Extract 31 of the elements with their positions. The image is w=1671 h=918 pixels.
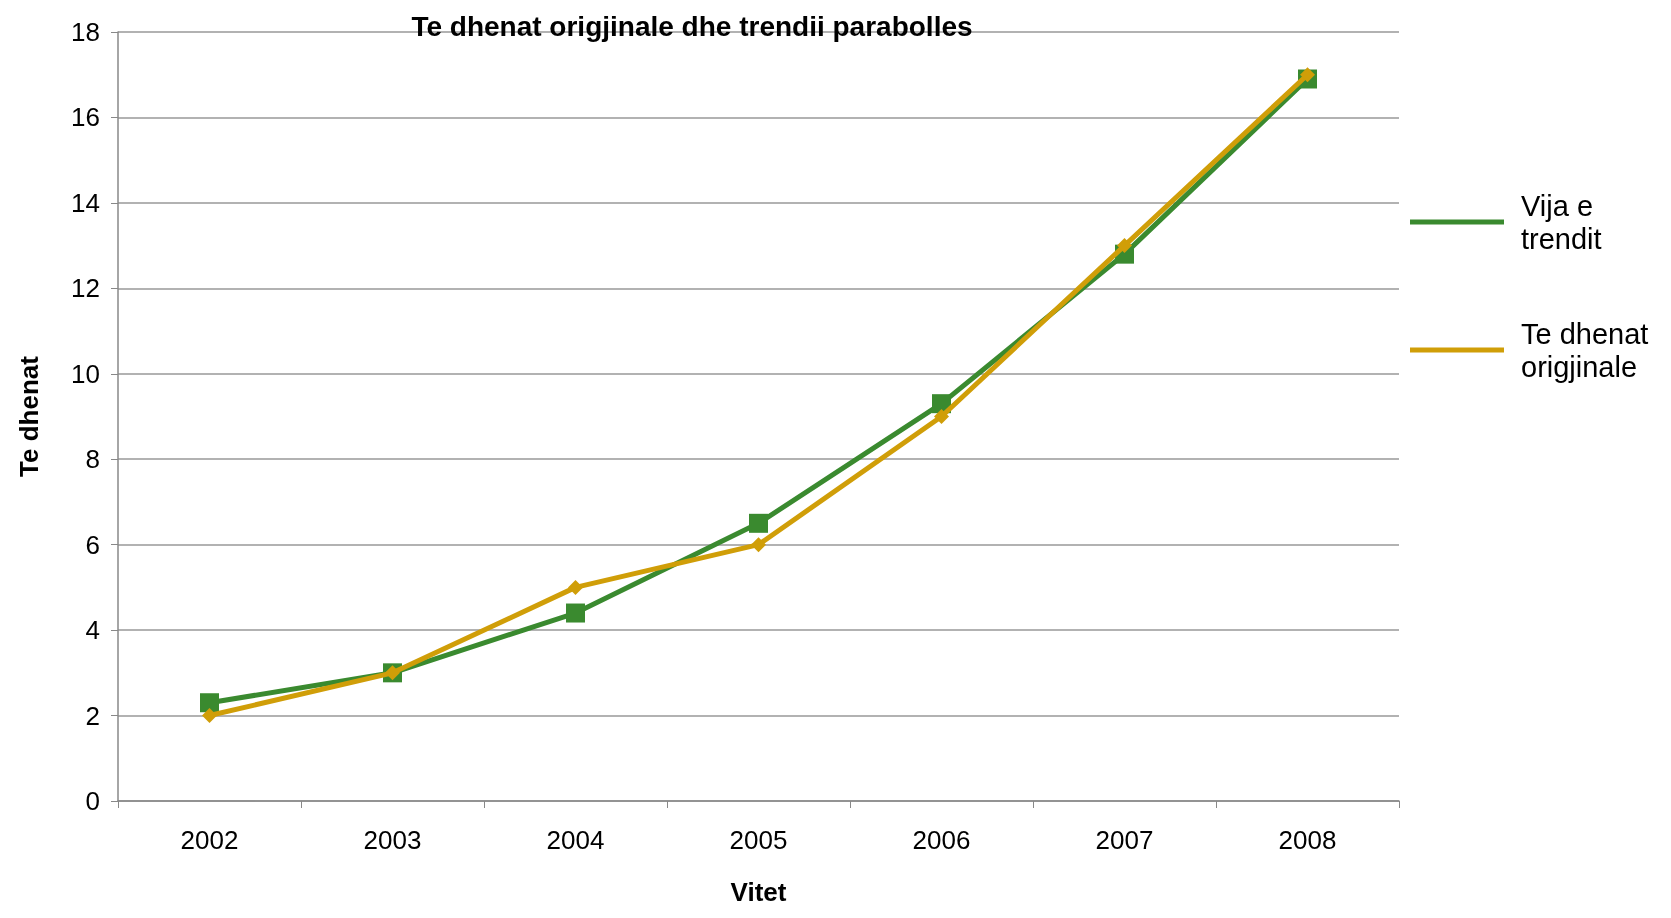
x-axis-title: Vitet xyxy=(730,877,787,907)
x-tick-label: 2002 xyxy=(180,825,239,855)
chart-title: Te dhenat origjinale dhe trendii parabolles xyxy=(411,10,973,42)
x-tick-label: 2005 xyxy=(729,825,788,855)
y-tick-label: 16 xyxy=(71,102,100,133)
y-tick-label: 10 xyxy=(71,358,100,389)
y-tick-label: 6 xyxy=(85,529,100,560)
point xyxy=(751,537,766,553)
point xyxy=(934,409,949,424)
legend-label: Vija e trendit xyxy=(1521,189,1602,255)
point xyxy=(1117,238,1132,254)
y-tick-label: 0 xyxy=(85,786,100,816)
point xyxy=(566,603,585,623)
point xyxy=(749,513,768,533)
x-tick-label: 2003 xyxy=(363,825,422,855)
legend-label: Te dhenat origjinale xyxy=(1521,317,1657,383)
x-tick-label: 2006 xyxy=(912,825,971,855)
point xyxy=(202,708,217,724)
x-tick-label: 2004 xyxy=(546,825,605,855)
y-tick-label: 18 xyxy=(71,17,100,47)
x-tick-label: 2008 xyxy=(1278,825,1337,855)
point xyxy=(1300,67,1315,83)
point xyxy=(200,693,219,713)
x-tick-label: 2007 xyxy=(1095,825,1154,855)
y-axis-title: Te dhenat xyxy=(14,355,44,477)
y-tick-label: 14 xyxy=(71,187,100,218)
y-tick-label: 8 xyxy=(85,444,100,475)
y-tick-label: 12 xyxy=(71,273,100,304)
y-tick-label: 2 xyxy=(85,700,100,731)
point xyxy=(568,579,583,595)
y-tick-label: 4 xyxy=(85,615,100,646)
